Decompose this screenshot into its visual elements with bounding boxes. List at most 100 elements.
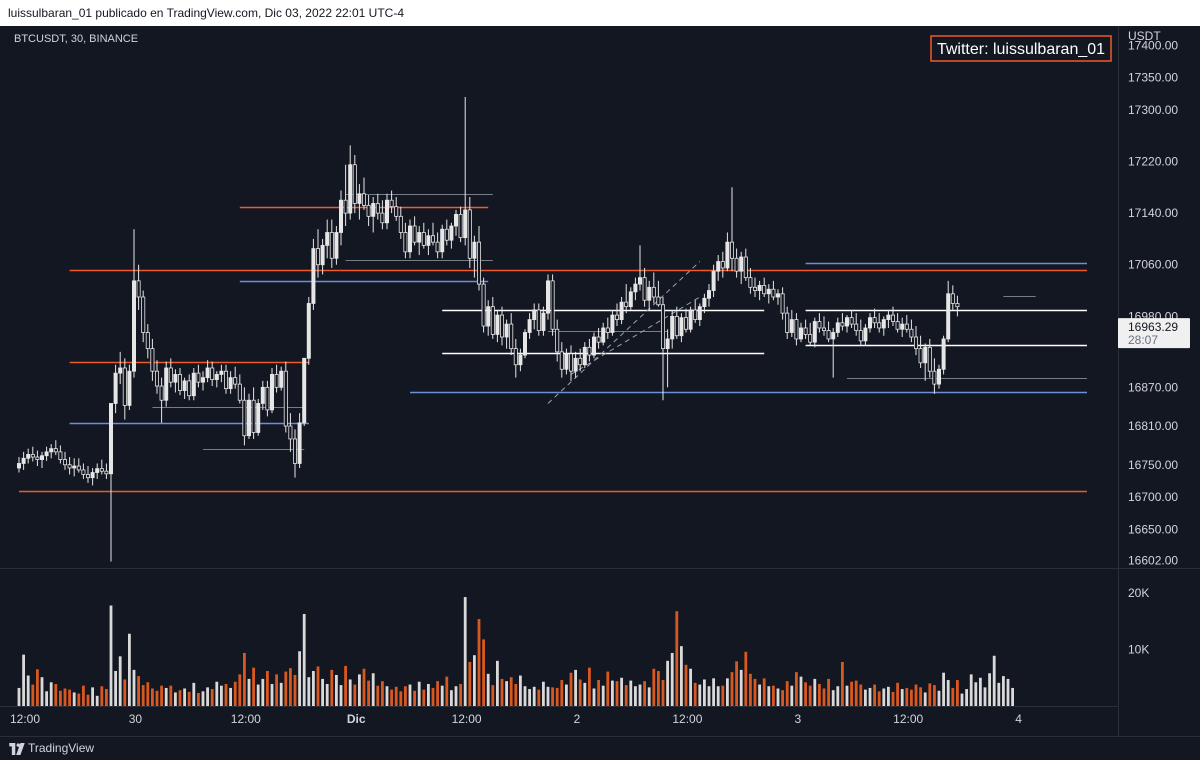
time-tick-label: 4 bbox=[1015, 712, 1022, 726]
volume-bar bbox=[339, 685, 343, 706]
candle-body bbox=[302, 357, 307, 424]
volume-bar bbox=[707, 686, 711, 706]
candle-body bbox=[168, 367, 173, 383]
volume-bar bbox=[422, 689, 426, 706]
candle-body bbox=[541, 312, 546, 331]
candle-body bbox=[642, 277, 647, 301]
candle-body bbox=[513, 348, 518, 366]
candle-body bbox=[716, 261, 721, 272]
candle-body bbox=[914, 336, 919, 350]
volume-bar bbox=[399, 691, 403, 706]
volume-bar bbox=[647, 687, 651, 706]
tradingview-brand: TradingView bbox=[28, 741, 95, 755]
volume-bar bbox=[427, 683, 430, 706]
volume-bar bbox=[72, 692, 76, 706]
volume-bar bbox=[463, 597, 467, 706]
candle-body bbox=[417, 232, 422, 243]
volume-bar bbox=[831, 690, 835, 706]
candle-body bbox=[251, 399, 256, 433]
volume-bar bbox=[578, 679, 582, 706]
volume-bar bbox=[638, 684, 642, 706]
volume-bar bbox=[229, 687, 232, 706]
candle-body bbox=[53, 448, 58, 453]
candle-body bbox=[380, 212, 385, 224]
candle-body bbox=[407, 225, 412, 253]
candle-body bbox=[904, 323, 909, 330]
volume-bar bbox=[123, 679, 127, 706]
candle-body bbox=[76, 465, 81, 471]
volume-bar bbox=[459, 683, 462, 706]
volume-bar bbox=[252, 667, 255, 706]
candle-body bbox=[564, 353, 569, 370]
volume-bar bbox=[146, 682, 150, 706]
volume-bar bbox=[63, 688, 67, 706]
candle-body bbox=[927, 346, 932, 372]
volume-bar bbox=[1002, 676, 1005, 706]
volume-bar bbox=[215, 681, 219, 706]
volume-bar bbox=[335, 674, 338, 706]
candle-body bbox=[822, 327, 827, 331]
candle-body bbox=[826, 330, 831, 340]
candle-body bbox=[145, 332, 150, 350]
time-tick-label: 12:00 bbox=[10, 712, 40, 726]
countdown-label: 28:07 bbox=[1128, 333, 1158, 347]
volume-bar bbox=[611, 680, 614, 706]
candle-body bbox=[200, 377, 205, 383]
candle-body bbox=[900, 323, 905, 330]
price-tick-label: 16750.00 bbox=[1128, 458, 1178, 472]
volume-bar bbox=[597, 680, 600, 706]
candle-body bbox=[624, 301, 629, 308]
candle-body bbox=[730, 241, 735, 259]
candle-body bbox=[292, 438, 297, 464]
volume-bar bbox=[132, 669, 136, 706]
candle-body bbox=[49, 448, 54, 453]
candle-body bbox=[918, 348, 923, 364]
candle-body bbox=[578, 357, 583, 366]
current-price-label: 16963.29 bbox=[1128, 320, 1178, 334]
volume-bar bbox=[836, 686, 840, 706]
candle-body bbox=[274, 374, 279, 388]
candle-body bbox=[191, 372, 196, 397]
volume-bar bbox=[652, 668, 656, 706]
candle-body bbox=[743, 256, 748, 279]
candle-body bbox=[753, 286, 758, 291]
candle-body bbox=[651, 286, 656, 298]
candle-body bbox=[877, 322, 882, 329]
volume-bar bbox=[68, 689, 71, 706]
candle-body bbox=[210, 367, 215, 380]
volume-bar bbox=[404, 686, 407, 706]
volume-bar bbox=[937, 690, 941, 706]
volume-bar bbox=[689, 668, 692, 706]
volume-bar bbox=[684, 664, 688, 706]
volume-bar bbox=[546, 686, 550, 706]
volume-bar bbox=[588, 667, 591, 706]
candle-body bbox=[923, 346, 928, 364]
candle-body bbox=[444, 228, 449, 241]
volume-bar bbox=[960, 693, 964, 706]
candle-body bbox=[265, 386, 270, 411]
candle-body bbox=[246, 399, 251, 437]
candle-body bbox=[283, 370, 288, 427]
candle-body bbox=[329, 232, 334, 259]
price-tick-label: 17140.00 bbox=[1128, 206, 1178, 220]
candle-body bbox=[720, 261, 725, 269]
candle-body bbox=[739, 256, 744, 272]
candle-body bbox=[95, 468, 100, 473]
volume-bar bbox=[859, 684, 863, 706]
volume-bar bbox=[873, 684, 876, 706]
volume-bar bbox=[799, 676, 803, 706]
candle-body bbox=[504, 323, 509, 338]
twitter-annotation[interactable]: Twitter: luissulbaran_01 bbox=[930, 35, 1112, 62]
price-tick-label: 16870.00 bbox=[1128, 380, 1178, 394]
candle-body bbox=[863, 327, 868, 342]
candle-body bbox=[173, 374, 178, 383]
volume-bar bbox=[105, 689, 108, 706]
time-tick-label: 12:00 bbox=[672, 712, 702, 726]
candle-body bbox=[472, 241, 477, 259]
volume-bar bbox=[758, 684, 761, 706]
volume-bar bbox=[818, 683, 821, 706]
volume-bar bbox=[243, 652, 246, 706]
volume-bar bbox=[385, 686, 389, 706]
annotation-text: Twitter: luissulbaran_01 bbox=[937, 41, 1105, 58]
